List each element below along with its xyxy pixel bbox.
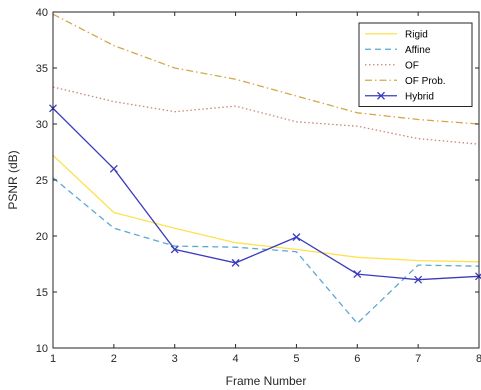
series-4-point-2 (170, 245, 179, 254)
legend-entry: OF (365, 60, 419, 71)
legend-entry: Hybrid (365, 91, 434, 102)
y-tick-label: 25 (36, 175, 48, 187)
series-4-point-6 (414, 275, 423, 284)
y-tick-label: 35 (36, 63, 48, 75)
y-axis-label: PSNR (dB) (6, 150, 20, 209)
legend-label: Hybrid (405, 91, 434, 102)
y-tick-label: 15 (36, 287, 48, 299)
x-tick-label: 1 (50, 353, 56, 365)
series-4-point-1 (109, 164, 118, 173)
x-tick-label: 7 (415, 353, 421, 365)
x-tick-label: 5 (293, 353, 299, 365)
series-4-point-5 (353, 270, 362, 279)
series-4-point-3 (231, 258, 240, 267)
x-tick-label: 8 (476, 353, 481, 365)
y-tick-label: 10 (36, 343, 48, 355)
y-tick-label: 30 (36, 119, 48, 131)
axes-layer: 1 2 3 4 5 6 7 8 10 15 20 25 30 35 40 (36, 7, 481, 365)
legend: Rigid Affine OF OF Prob. Hybrid (358, 22, 473, 107)
series-line-0 (52, 154, 480, 263)
x-tick-label: 3 (172, 353, 178, 365)
legend-label: OF Prob. (405, 76, 446, 87)
legend-entry: Affine (365, 45, 431, 56)
series-line-2 (52, 86, 480, 145)
x-tick-label: 2 (111, 353, 117, 365)
legend-label: OF (405, 60, 419, 71)
x-tick-label: 6 (354, 353, 360, 365)
x-tick-label: 4 (233, 353, 239, 365)
series-line-3 (52, 13, 480, 125)
legend-entry: OF Prob. (365, 76, 446, 87)
y-tick-label: 20 (36, 231, 48, 243)
legend-entry: Rigid (365, 29, 428, 40)
y-tick-label: 40 (36, 7, 48, 19)
series-layer (49, 13, 481, 325)
series-4-point-4 (292, 233, 301, 242)
series-line-4 (52, 107, 480, 281)
x-axis-label: Frame Number (226, 374, 307, 388)
legend-label: Affine (405, 45, 431, 56)
legend-label: Rigid (405, 29, 428, 40)
